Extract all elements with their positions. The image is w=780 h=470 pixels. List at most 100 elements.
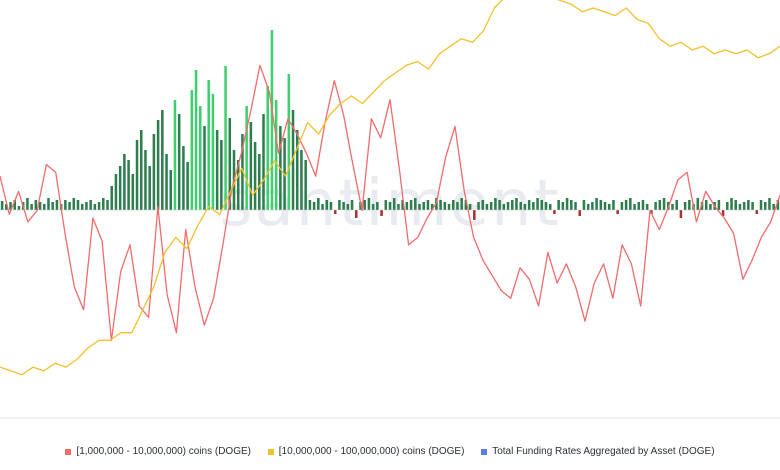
x-axis-ticks: 25 Oct 24 01 Dec 24 07 Jan 25 13 Feb 25 22 M… xyxy=(61,419,733,420)
funding-bar xyxy=(68,202,71,210)
funding-bar xyxy=(274,100,278,210)
legend-label-1: [1,000,000 - 10,000,000) coins (DOGE) xyxy=(76,446,251,457)
funding-bar xyxy=(287,74,291,210)
legend-swatch-2 xyxy=(267,448,274,455)
funding-bar xyxy=(414,198,417,210)
funding-bar xyxy=(565,198,569,210)
funding-bar xyxy=(329,202,333,210)
funding-bar xyxy=(51,202,54,210)
legend-item-2[interactable]: [10,000,000 - 100,000,000) coins (DOGE) xyxy=(267,446,464,457)
funding-bar xyxy=(55,200,59,210)
funding-bar xyxy=(506,202,510,210)
funding-bar xyxy=(291,110,295,210)
funding-bar xyxy=(498,200,501,210)
funding-bar xyxy=(776,200,780,210)
funding-bar xyxy=(118,166,122,210)
funding-bar xyxy=(683,202,687,210)
funding-bar xyxy=(658,200,662,210)
funding-bar xyxy=(241,134,244,210)
funding-bar xyxy=(346,204,350,210)
funding-bar xyxy=(308,200,312,210)
funding-rate-bars xyxy=(0,30,780,220)
funding-bar xyxy=(182,146,185,210)
funding-bar xyxy=(645,204,649,210)
funding-bar xyxy=(72,198,76,210)
funding-bar xyxy=(228,118,232,210)
funding-bar xyxy=(127,160,130,210)
funding-bar xyxy=(64,200,67,210)
funding-bar xyxy=(557,200,560,210)
series-line-large-holders xyxy=(0,0,780,376)
funding-bar xyxy=(426,200,430,210)
funding-bar xyxy=(17,206,21,210)
funding-bar xyxy=(489,202,493,210)
funding-bar xyxy=(321,204,324,210)
funding-bar xyxy=(464,200,468,210)
funding-bar xyxy=(742,202,746,210)
funding-bar xyxy=(177,114,181,210)
funding-bar xyxy=(211,94,215,210)
funding-bar xyxy=(540,200,544,210)
funding-bar xyxy=(5,204,8,210)
funding-bar xyxy=(190,90,194,210)
funding-bar xyxy=(734,200,737,210)
funding-bar xyxy=(80,204,84,210)
funding-bar xyxy=(131,174,135,210)
funding-bar xyxy=(38,202,42,210)
funding-bar xyxy=(553,210,556,214)
funding-bar xyxy=(405,202,409,210)
series-lines xyxy=(0,0,780,376)
funding-bar xyxy=(430,204,434,210)
funding-bar xyxy=(688,200,691,210)
funding-bar xyxy=(34,200,38,210)
funding-bar xyxy=(102,198,105,210)
funding-bar xyxy=(224,66,227,210)
legend-item-3[interactable]: Total Funding Rates Aggregated by Asset … xyxy=(481,446,715,457)
legend-label-3: Total Funding Rates Aggregated by Asset … xyxy=(492,446,715,457)
funding-bar xyxy=(380,210,383,216)
funding-bar xyxy=(586,204,590,210)
funding-bar xyxy=(371,204,375,210)
funding-bar xyxy=(333,210,337,214)
funding-bar xyxy=(325,200,329,210)
funding-bar xyxy=(768,198,771,210)
funding-bar xyxy=(350,200,354,210)
funding-bar xyxy=(270,30,274,210)
funding-bar xyxy=(207,80,210,210)
funding-bar xyxy=(717,200,721,210)
funding-bar xyxy=(367,198,371,210)
funding-bar xyxy=(9,202,12,210)
legend-item-1[interactable]: [1,000,000 - 10,000,000) coins (DOGE) xyxy=(65,446,251,457)
funding-bar xyxy=(392,198,396,210)
funding-bar xyxy=(443,202,447,210)
x-tick-label: 25 Oct 24 xyxy=(61,419,96,420)
funding-bar xyxy=(97,202,101,210)
funding-bar xyxy=(679,210,683,218)
funding-bar xyxy=(397,204,400,210)
funding-bar xyxy=(460,198,463,210)
funding-bar xyxy=(633,204,636,210)
funding-bar xyxy=(591,202,594,210)
x-tick-label: 28 Apr 25 xyxy=(698,419,733,420)
funding-bar xyxy=(43,204,46,210)
funding-bar xyxy=(536,198,539,210)
funding-bar xyxy=(173,100,177,210)
funding-bar xyxy=(295,130,299,210)
funding-bar xyxy=(148,166,151,210)
funding-bar xyxy=(607,204,611,210)
funding-bar xyxy=(253,142,257,210)
funding-bar xyxy=(730,198,733,210)
funding-bar xyxy=(47,198,50,210)
funding-bar xyxy=(93,204,97,210)
funding-bar xyxy=(671,204,674,210)
funding-bar xyxy=(161,110,164,210)
funding-bar xyxy=(258,154,261,210)
funding-bar xyxy=(751,202,754,210)
funding-bar xyxy=(532,202,535,210)
x-tick-label: 13 Feb 25 xyxy=(439,419,476,420)
funding-bar xyxy=(236,160,240,210)
funding-bar xyxy=(451,200,455,210)
funding-bar xyxy=(544,202,548,210)
funding-bar xyxy=(616,210,619,214)
funding-bar xyxy=(186,162,189,210)
